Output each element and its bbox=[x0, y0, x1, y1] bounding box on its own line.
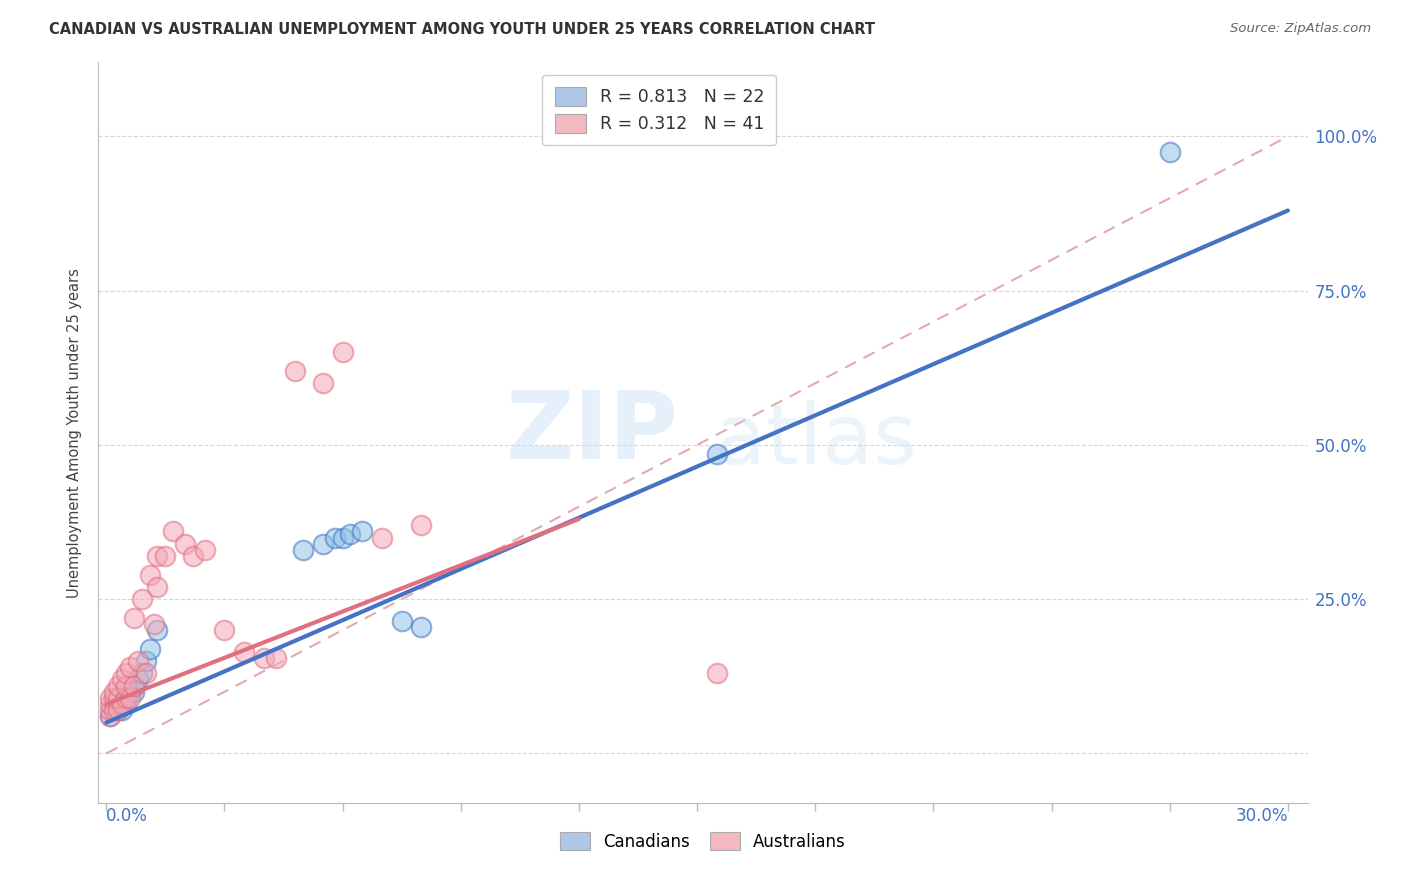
Point bbox=[194, 542, 217, 557]
Point bbox=[122, 685, 145, 699]
Text: 0.0%: 0.0% bbox=[107, 807, 148, 825]
Point bbox=[127, 654, 149, 668]
Point bbox=[103, 690, 125, 705]
Point bbox=[122, 679, 145, 693]
Point bbox=[107, 703, 129, 717]
Point bbox=[98, 703, 121, 717]
Point bbox=[292, 542, 315, 557]
Point bbox=[111, 703, 134, 717]
Point bbox=[332, 531, 354, 545]
Point bbox=[371, 531, 394, 545]
Point bbox=[391, 614, 413, 628]
Point bbox=[214, 623, 236, 637]
Text: atlas: atlas bbox=[716, 400, 917, 481]
Point bbox=[706, 666, 728, 681]
Point bbox=[107, 703, 129, 717]
Point bbox=[339, 527, 361, 541]
Point bbox=[323, 531, 346, 545]
Point bbox=[138, 641, 160, 656]
Point bbox=[118, 685, 141, 699]
Text: CANADIAN VS AUSTRALIAN UNEMPLOYMENT AMONG YOUTH UNDER 25 YEARS CORRELATION CHART: CANADIAN VS AUSTRALIAN UNEMPLOYMENT AMON… bbox=[49, 22, 875, 37]
Point bbox=[107, 690, 129, 705]
Point bbox=[312, 376, 335, 391]
Point bbox=[706, 447, 728, 461]
Point bbox=[146, 549, 169, 563]
Point bbox=[411, 518, 433, 533]
Point bbox=[233, 645, 256, 659]
Text: Source: ZipAtlas.com: Source: ZipAtlas.com bbox=[1230, 22, 1371, 36]
Point bbox=[332, 345, 354, 359]
Point bbox=[131, 592, 153, 607]
Point bbox=[118, 660, 141, 674]
Point bbox=[253, 650, 276, 665]
Point bbox=[103, 685, 125, 699]
Point bbox=[122, 679, 145, 693]
Point bbox=[127, 673, 149, 687]
Point bbox=[352, 524, 374, 539]
Y-axis label: Unemployment Among Youth under 25 years: Unemployment Among Youth under 25 years bbox=[67, 268, 83, 598]
Point bbox=[122, 611, 145, 625]
Point bbox=[135, 666, 157, 681]
Point bbox=[107, 679, 129, 693]
Point bbox=[115, 690, 138, 705]
Point bbox=[174, 536, 197, 550]
Point bbox=[111, 697, 134, 711]
Point bbox=[103, 703, 125, 717]
Point bbox=[115, 666, 138, 681]
Point bbox=[411, 620, 433, 634]
Point bbox=[162, 524, 184, 539]
Point bbox=[98, 709, 121, 723]
Point bbox=[115, 679, 138, 693]
Point bbox=[155, 549, 177, 563]
Point bbox=[98, 697, 121, 711]
Point bbox=[181, 549, 204, 563]
Point bbox=[312, 536, 335, 550]
Point bbox=[138, 567, 160, 582]
Point bbox=[264, 650, 287, 665]
Point bbox=[118, 690, 141, 705]
Legend: Canadians, Australians: Canadians, Australians bbox=[553, 825, 853, 857]
Point bbox=[98, 690, 121, 705]
Point bbox=[131, 666, 153, 681]
Text: ZIP: ZIP bbox=[506, 386, 679, 479]
Point bbox=[146, 623, 169, 637]
Text: 30.0%: 30.0% bbox=[1236, 807, 1288, 825]
Point bbox=[284, 364, 307, 378]
Point bbox=[142, 616, 165, 631]
Point bbox=[115, 697, 138, 711]
Point bbox=[98, 709, 121, 723]
Point bbox=[146, 580, 169, 594]
Point bbox=[135, 654, 157, 668]
Point bbox=[1159, 145, 1181, 159]
Point bbox=[111, 673, 134, 687]
